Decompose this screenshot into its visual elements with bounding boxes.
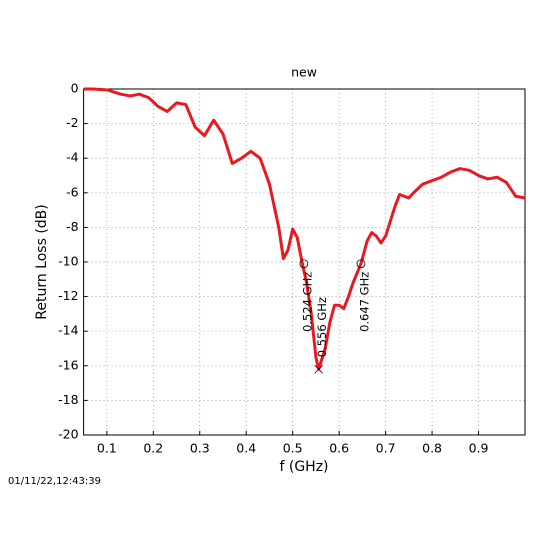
chart-title: new	[291, 65, 317, 80]
x-tick-label: 0.7	[376, 441, 396, 456]
marker	[314, 364, 323, 374]
marker-label: 0.524 GHz	[300, 272, 314, 332]
marker	[299, 259, 309, 269]
x-tick-label: 0.6	[329, 441, 349, 456]
y-tick-label: -2	[66, 115, 78, 130]
y-tick-label: -18	[58, 392, 78, 407]
x-tick-label: 0.3	[190, 441, 210, 456]
y-tick-label: -20	[58, 427, 78, 442]
y-tick-label: -14	[58, 323, 78, 338]
plot-frame	[83, 88, 526, 436]
x-tick-label: 0.8	[422, 441, 442, 456]
y-tick-label: -12	[58, 288, 78, 303]
y-tick-label: 0	[71, 81, 79, 96]
y-tick-label: -6	[66, 184, 79, 199]
y-axis-label: Return Loss (dB)	[34, 204, 50, 319]
marker-label: 0.556 GHz	[315, 297, 329, 357]
marker-label: 0.647 GHz	[357, 272, 371, 332]
x-tick-label: 0.5	[283, 441, 303, 456]
x-tick-label: 0.9	[469, 441, 489, 456]
marker	[356, 259, 366, 269]
y-tick-label: -16	[58, 357, 78, 372]
x-tick-label: 0.1	[97, 441, 117, 456]
y-tick-label: -4	[66, 150, 79, 165]
y-tick-label: -10	[58, 254, 78, 269]
x-tick-label: 0.2	[143, 441, 163, 456]
timestamp: 01/11/22,12:43:39	[8, 476, 101, 487]
x-axis-label: f (GHz)	[279, 459, 328, 475]
x-tick-label: 0.4	[236, 441, 256, 456]
y-tick-label: -8	[66, 219, 79, 234]
